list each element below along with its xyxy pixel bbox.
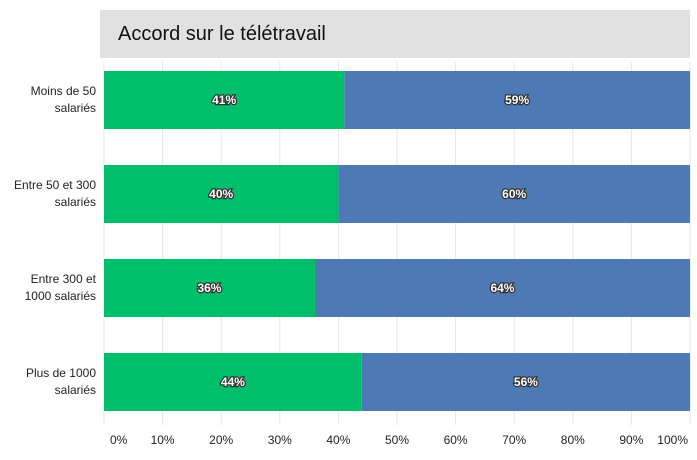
x-tick-label: 90% — [619, 433, 643, 447]
x-tick-label: 40% — [326, 433, 350, 447]
data-label: 41% — [212, 93, 236, 107]
bar — [104, 259, 315, 317]
y-tick-label: Plus de 1000 salariés — [25, 366, 96, 397]
data-label: 40% — [209, 187, 233, 201]
x-tick-label: 80% — [561, 433, 585, 447]
bar — [338, 165, 690, 223]
data-label: 64% — [490, 281, 514, 295]
y-tick-label: Moins de 50 salariés — [30, 84, 96, 115]
bar — [104, 165, 339, 223]
data-label: 44% — [221, 375, 245, 389]
bar — [314, 259, 690, 317]
data-label: 36% — [197, 281, 221, 295]
data-label: 56% — [514, 375, 538, 389]
y-tick-label: Entre 300 et 1000 salariés — [24, 272, 96, 303]
bar — [361, 353, 690, 411]
x-tick-label: 100% — [657, 433, 688, 447]
chart-title: Accord sur le télétravail — [100, 10, 690, 58]
bar — [104, 71, 345, 129]
bar — [104, 353, 362, 411]
y-tick-label: Entre 50 et 300 salariés — [13, 178, 96, 209]
data-label: 59% — [505, 93, 529, 107]
x-tick-label: 0% — [110, 433, 128, 447]
x-tick-label: 70% — [502, 433, 526, 447]
data-label: 60% — [502, 187, 526, 201]
x-tick-label: 60% — [444, 433, 468, 447]
x-tick-label: 10% — [151, 433, 175, 447]
x-tick-label: 20% — [209, 433, 233, 447]
bar — [344, 71, 690, 129]
x-tick-label: 30% — [268, 433, 292, 447]
x-tick-label: 50% — [385, 433, 409, 447]
